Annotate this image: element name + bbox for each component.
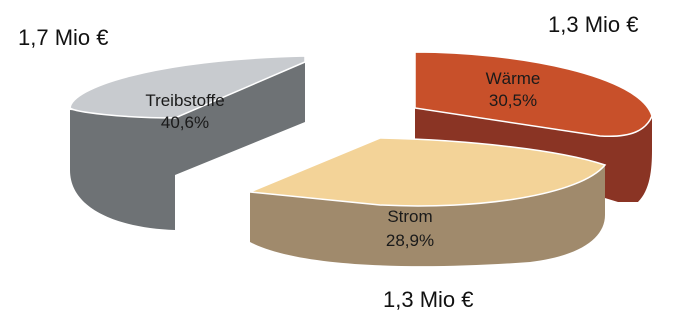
- slice-treibstoffe-top: [69, 55, 306, 119]
- amount-strom: 1,3 Mio €: [383, 287, 474, 312]
- slice-strom-side: [250, 165, 605, 267]
- label-strom: Strom: [387, 207, 432, 226]
- amount-waerme: 1,3 Mio €: [548, 12, 639, 37]
- slice-treibstoffe: Treibstoffe 40,6%: [69, 55, 306, 230]
- label-waerme: Wärme: [486, 69, 541, 88]
- slice-strom-top: [249, 137, 607, 207]
- percent-strom: 28,9%: [386, 231, 434, 250]
- amount-treibstoffe: 1,7 Mio €: [18, 25, 109, 50]
- slice-waerme-top: [414, 51, 653, 138]
- slice-strom: Strom 28,9%: [249, 137, 607, 267]
- label-treibstoffe: Treibstoffe: [145, 91, 224, 110]
- percent-waerme: 30,5%: [489, 91, 537, 110]
- percent-treibstoffe: 40,6%: [161, 113, 209, 132]
- slice-treibstoffe-side: [70, 62, 305, 230]
